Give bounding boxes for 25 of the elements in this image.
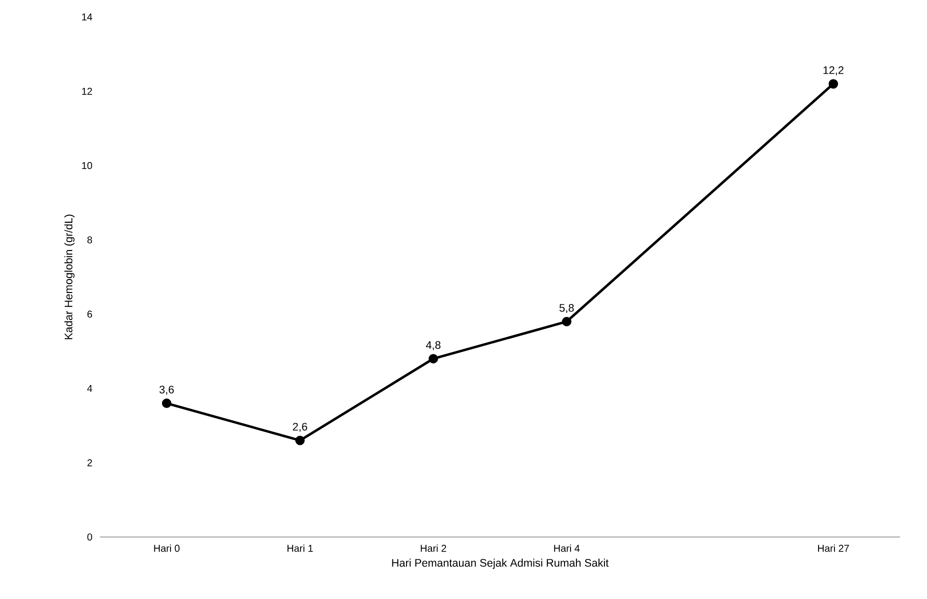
data-label: 3,6 xyxy=(159,386,174,395)
x-tick-label: Hari 0 xyxy=(154,544,180,552)
point xyxy=(295,436,305,446)
y-axis-title: Kadar Hemoglobin (gr/dL) xyxy=(64,214,75,340)
x-tick-label: Hari 4 xyxy=(554,544,580,552)
data-label: 4,8 xyxy=(426,341,440,350)
x-axis-title: Hari Pemantauan Sejak Admisi Rumah Sakit xyxy=(392,558,609,569)
y-tick-label: 4 xyxy=(87,384,92,392)
y-tick-label: 6 xyxy=(87,310,92,318)
data-label: 2,6 xyxy=(292,422,308,432)
x-tick-label: Hari 1 xyxy=(288,544,313,552)
point xyxy=(828,79,838,89)
x-tick-label: Hari 2 xyxy=(420,544,446,552)
y-tick-label: 12 xyxy=(82,88,92,95)
point xyxy=(562,316,572,326)
x-tick-label: Hari 27 xyxy=(818,544,849,552)
y-tick-label: 8 xyxy=(87,236,92,244)
point xyxy=(428,354,438,364)
data-label: 12,2 xyxy=(824,66,844,76)
point xyxy=(162,398,172,408)
y-tick-label: 0 xyxy=(87,533,92,541)
y-tick-label: 14 xyxy=(82,14,92,20)
data-label: 5,8 xyxy=(559,304,574,314)
y-tick-label: 10 xyxy=(82,162,92,170)
y-tick-label: 2 xyxy=(87,459,92,466)
